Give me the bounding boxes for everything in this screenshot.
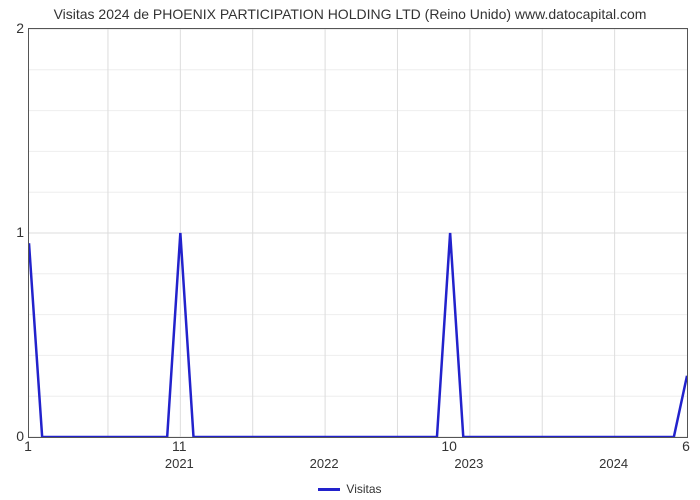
y-tick-label: 2	[0, 20, 24, 36]
x-number-label: 10	[441, 438, 457, 454]
chart-container: Visitas 2024 de PHOENIX PARTICIPATION HO…	[0, 0, 700, 500]
x-number-label: 6	[682, 438, 690, 454]
x-year-label: 2023	[454, 456, 483, 471]
x-number-label: 1	[24, 438, 32, 454]
plot-area	[28, 28, 688, 438]
legend-label: Visitas	[346, 482, 381, 496]
x-year-label: 2022	[310, 456, 339, 471]
x-year-label: 2024	[599, 456, 628, 471]
legend-swatch	[318, 488, 340, 491]
x-number-label: 11	[172, 438, 187, 454]
x-year-label: 2021	[165, 456, 194, 471]
y-tick-label: 0	[0, 428, 24, 444]
y-tick-label: 1	[0, 224, 24, 240]
chart-title: Visitas 2024 de PHOENIX PARTICIPATION HO…	[0, 6, 700, 22]
legend: Visitas	[0, 482, 700, 496]
plot-svg	[29, 29, 687, 437]
